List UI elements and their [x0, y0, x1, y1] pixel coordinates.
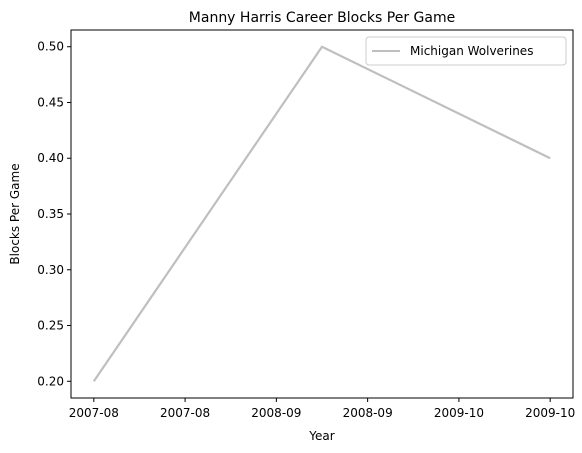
series-line: [92, 45, 551, 382]
y-tick-label: 0.35: [37, 207, 64, 221]
x-tick-label: 2008-09: [343, 406, 393, 420]
y-axis-label: Blocks Per Game: [8, 163, 22, 264]
x-tick-label: 2007-08: [69, 406, 119, 420]
y-tick-label: 0.25: [37, 319, 64, 333]
y-tick-label: 0.45: [37, 95, 64, 109]
plot-frame: [70, 29, 574, 399]
x-axis-ticks: 2007-08 2007-08 2008-09 2008-09 2009-10 2009-…: [69, 398, 575, 420]
y-tick-label: 0.50: [37, 40, 64, 54]
y-tick-label: 0.20: [37, 374, 64, 388]
y-axis-ticks: 0.20 0.25 0.30 0.35 0.40 0.45 0.50: [37, 40, 71, 388]
y-tick-label: 0.40: [37, 151, 64, 165]
x-tick-label: 2008-09: [251, 406, 301, 420]
x-tick-label: 2009-10: [525, 406, 575, 420]
legend-label: Michigan Wolverines: [410, 44, 533, 58]
legend: Michigan Wolverines: [365, 36, 567, 66]
x-axis-label: Year: [308, 429, 334, 443]
x-tick-label: 2007-08: [160, 406, 210, 420]
y-tick-label: 0.30: [37, 263, 64, 277]
series-layer: [92, 45, 551, 382]
x-tick-label: 2009-10: [434, 406, 484, 420]
legend-box: [365, 36, 567, 66]
chart-title: Manny Harris Career Blocks Per Game: [189, 10, 455, 26]
